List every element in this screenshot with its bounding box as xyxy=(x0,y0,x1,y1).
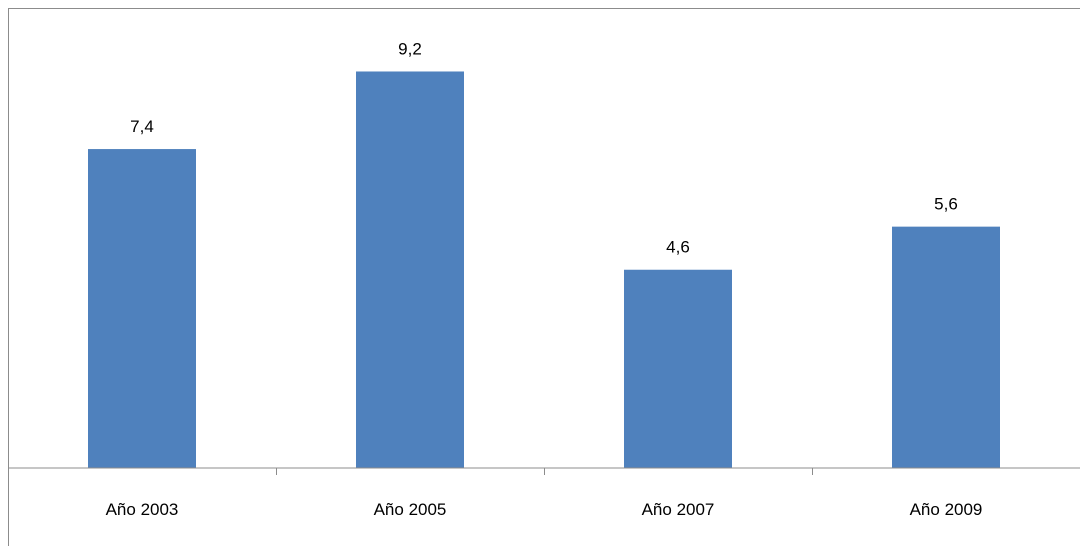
data-label-4: 5,6 xyxy=(934,195,958,214)
data-label-2: 9,2 xyxy=(398,39,422,58)
data-label-1: 7,4 xyxy=(130,117,154,136)
bar-3 xyxy=(624,269,732,468)
bar-4 xyxy=(892,226,1000,468)
bars-layer xyxy=(88,71,1000,468)
x-tick-label-2: Año 2005 xyxy=(374,500,447,519)
bar-2 xyxy=(356,71,464,468)
data-labels-layer: 7,4 9,2 4,6 5,6 xyxy=(130,39,958,256)
data-label-3: 4,6 xyxy=(666,238,690,257)
x-tick-label-4: Año 2009 xyxy=(910,500,983,519)
x-axis: Año 2003 Año 2005 Año 2007 Año 2009 xyxy=(8,467,1080,519)
x-tick-label-1: Año 2003 xyxy=(106,500,179,519)
x-tick-label-3: Año 2007 xyxy=(642,500,715,519)
bar-1 xyxy=(88,149,196,468)
